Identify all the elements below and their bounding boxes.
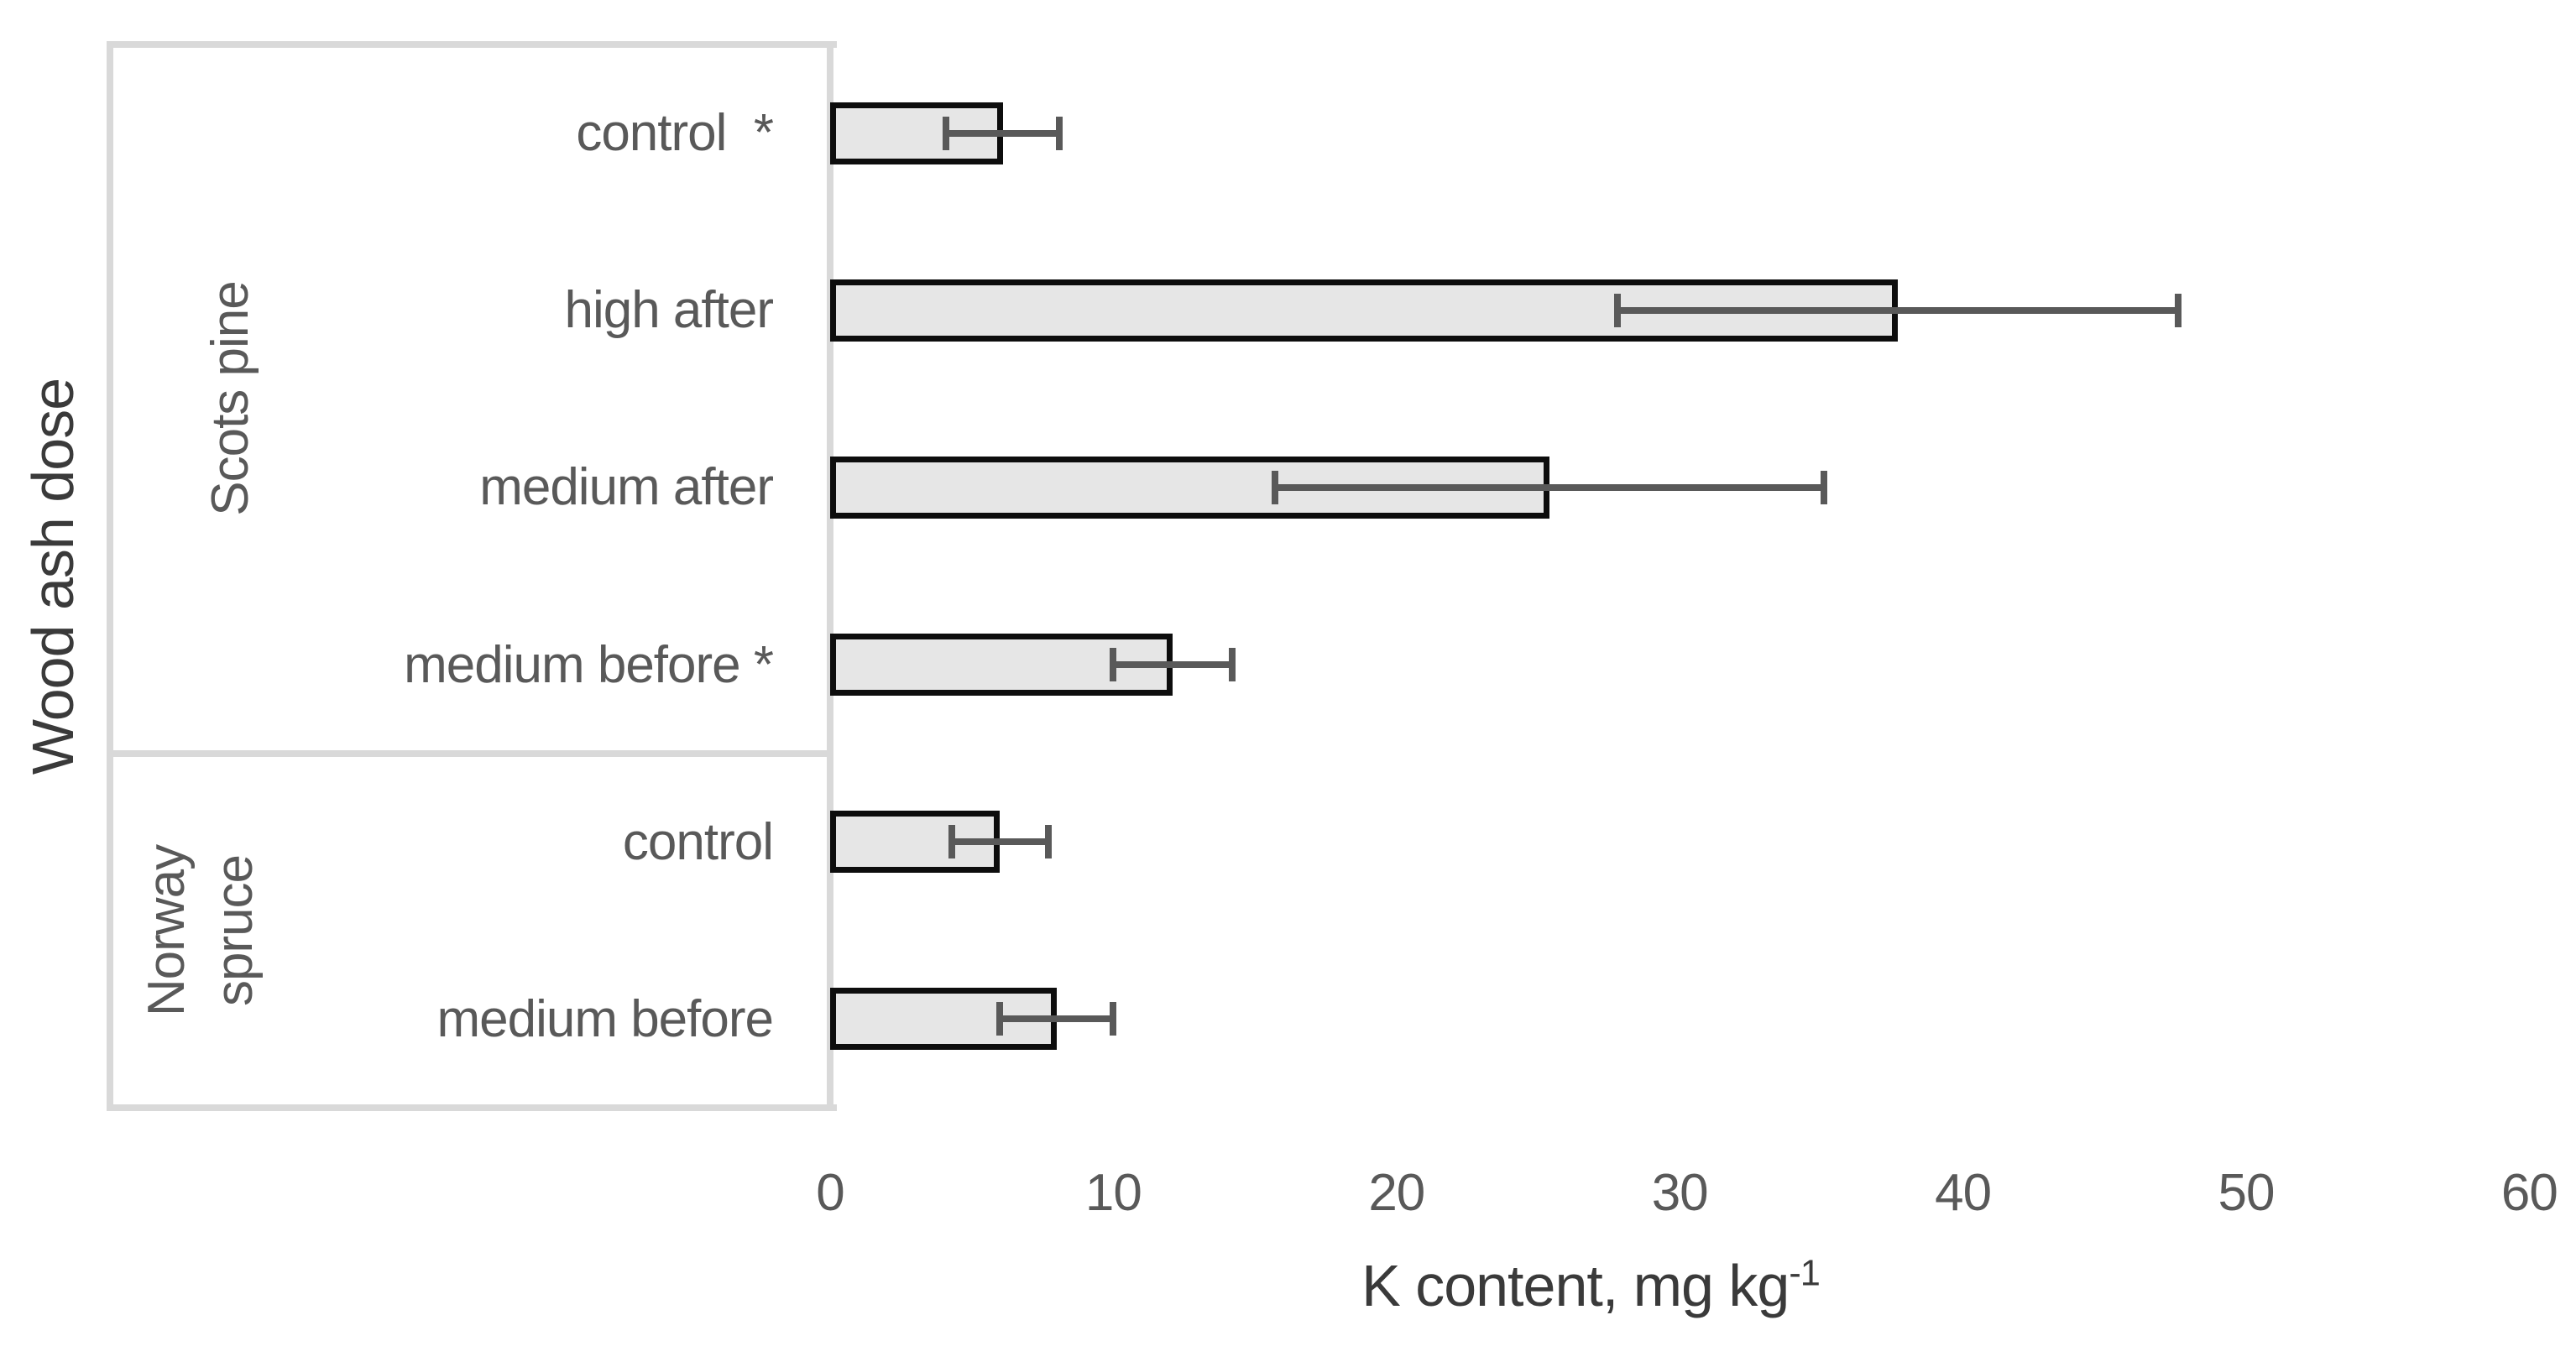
error-bar-cap: [1044, 825, 1052, 859]
x-axis-title: K content, mg kg-1: [1361, 1252, 1821, 1319]
error-bar-cap: [1229, 648, 1236, 682]
error-bar-line: [1113, 661, 1233, 669]
error-bar-line: [952, 838, 1048, 846]
error-bar-line: [946, 129, 1060, 137]
y-axis-title: Wood ash dose: [20, 378, 86, 775]
label-box-left-border: [107, 41, 113, 1111]
error-bar-cap: [1613, 293, 1621, 327]
category-label-scots-pine-high-after: high after: [564, 281, 774, 340]
group-label-scots-pine: Scots pine: [201, 281, 259, 517]
error-bar-cap: [2175, 293, 2182, 327]
x-tick-label: 20: [1368, 1164, 1425, 1222]
category-label-norway-spruce-control: control: [622, 812, 774, 871]
error-bar-cap: [1110, 648, 1117, 682]
value-axis-line: [827, 41, 833, 1111]
x-tick-label: 30: [1651, 1164, 1709, 1222]
error-bar-cap: [1056, 116, 1063, 150]
error-bar-cap: [1821, 470, 1828, 504]
x-axis-title-superscript: -1: [1789, 1253, 1821, 1294]
x-tick-label: 0: [816, 1164, 844, 1222]
x-axis-title-text: K content, mg kg: [1361, 1253, 1790, 1318]
bar-norway-spruce-control: [830, 811, 1001, 874]
error-bar-line: [1274, 483, 1825, 491]
error-bar-line: [1617, 306, 2179, 314]
category-label-scots-pine-medium-after: medium after: [479, 458, 774, 517]
x-tick-label: 50: [2218, 1164, 2276, 1222]
error-bar-line: [1000, 1015, 1114, 1023]
x-tick-label: 40: [1935, 1164, 1992, 1222]
error-bar-cap: [996, 1002, 1004, 1036]
category-label-scots-pine-control: control *: [576, 104, 774, 163]
label-box-top-border: [107, 41, 837, 48]
error-bar-cap: [948, 825, 956, 859]
error-bar-cap: [943, 116, 950, 150]
error-bar-cap: [1110, 1002, 1117, 1036]
label-box-bottom-border: [107, 1104, 837, 1111]
error-bar-cap: [1271, 470, 1278, 504]
category-label-scots-pine-medium-before: medium before *: [404, 635, 774, 694]
x-tick-label: 60: [2500, 1164, 2558, 1222]
category-label-norway-spruce-medium-before: medium before: [436, 989, 774, 1048]
x-tick-label: 10: [1084, 1164, 1142, 1222]
group-divider-line: [107, 749, 830, 757]
